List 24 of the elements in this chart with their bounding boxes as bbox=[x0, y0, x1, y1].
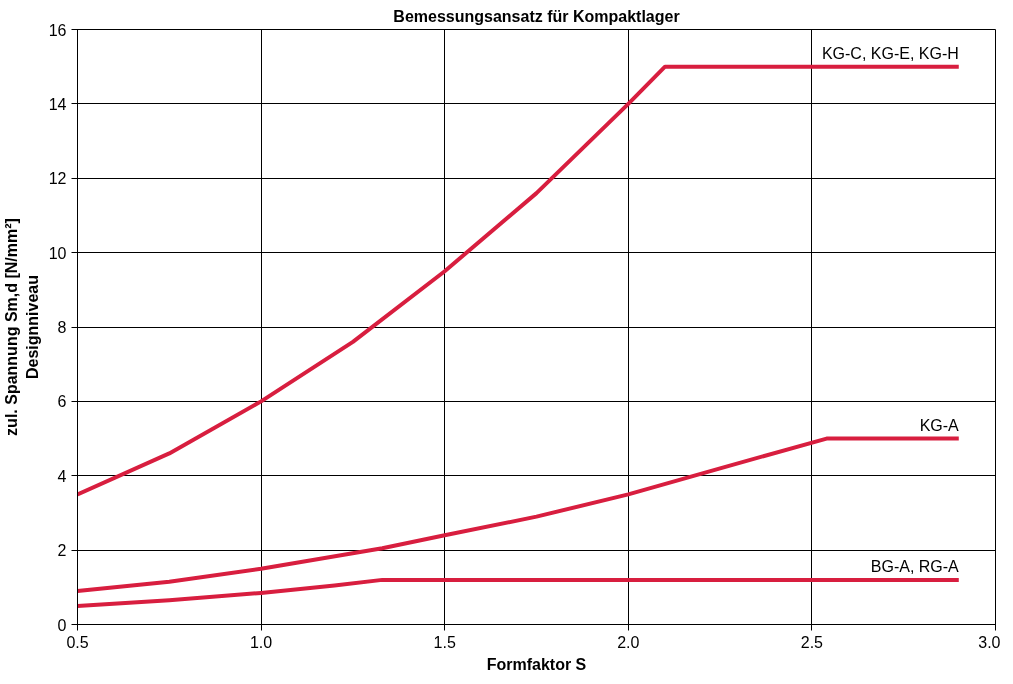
series-label: KG-C, KG-E, KG-H bbox=[821, 44, 959, 62]
y-tick-label: 6 bbox=[57, 393, 67, 411]
x-tick-label: 2.5 bbox=[800, 633, 824, 651]
x-tick-label: 0.5 bbox=[66, 633, 89, 651]
y-tick-label: 4 bbox=[57, 467, 67, 485]
line-series bbox=[77, 64, 961, 497]
line-series bbox=[77, 577, 961, 608]
y-tick-label: 16 bbox=[48, 21, 67, 39]
y-axis-title: zul. Spannung Sm,d [N/mm²] Designniveau bbox=[3, 218, 41, 436]
x-axis-title: Formfaktor S bbox=[486, 655, 587, 673]
x-tick-label: 2.0 bbox=[617, 633, 640, 651]
y-tick-label: 14 bbox=[48, 95, 67, 113]
y-tick-label: 12 bbox=[48, 170, 67, 188]
x-tick-label: 1.5 bbox=[433, 633, 456, 651]
x-tick-label: 1.0 bbox=[249, 633, 273, 651]
y-tick-label: 10 bbox=[48, 244, 67, 262]
y-tick-label: 0 bbox=[57, 616, 67, 634]
x-tick-label: 3.0 bbox=[978, 633, 1001, 651]
y-tick-label: 8 bbox=[57, 319, 67, 336]
series-label: BG-A, RG-A bbox=[870, 557, 960, 575]
chart-title: Bemessungsansatz für Kompaktlager bbox=[393, 7, 680, 25]
y-tick-label: 2 bbox=[57, 542, 67, 560]
series-label: KG-A bbox=[919, 416, 960, 434]
line-series bbox=[77, 436, 961, 594]
